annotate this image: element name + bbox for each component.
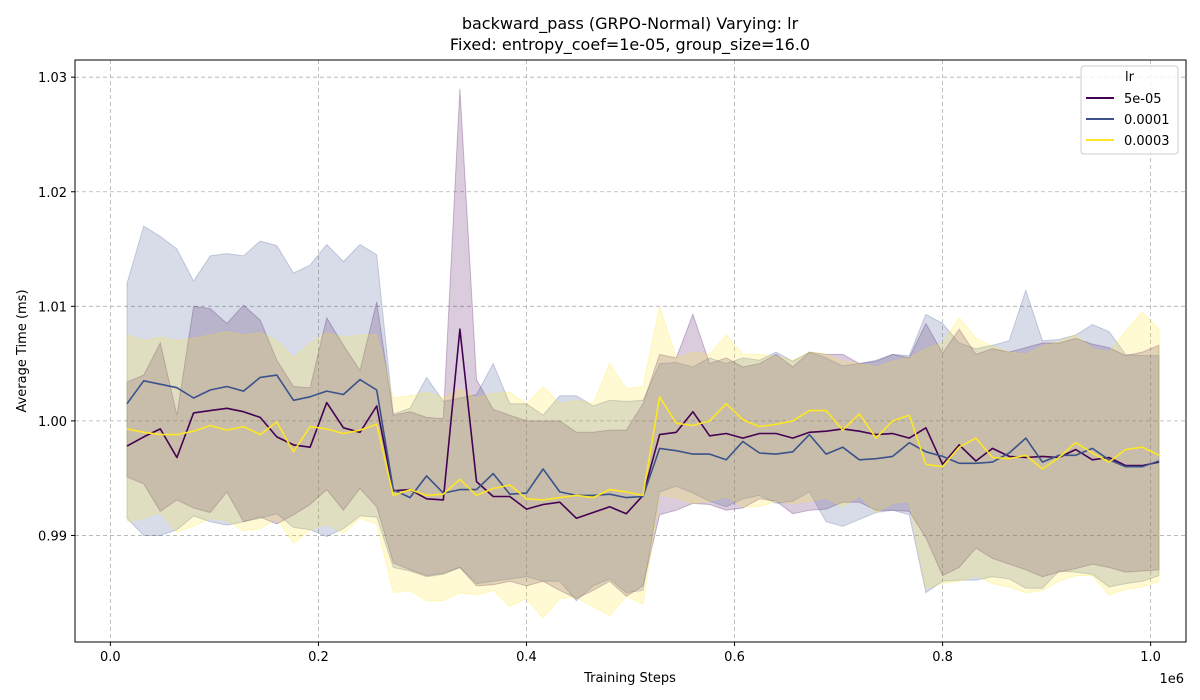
legend-label-1: 0.0001 — [1124, 113, 1170, 128]
x-axis-offset-label: 1e6 — [1159, 672, 1184, 687]
legend-label-0: 5e-05 — [1124, 92, 1162, 107]
y-axis-ticks: 0.99 1.00 1.01 1.02 1.03 — [38, 71, 75, 544]
series-lines — [126, 328, 1160, 520]
y-axis-label: Average Time (ms) — [15, 289, 30, 412]
y-tick-label: 0.99 — [38, 529, 67, 544]
x-axis-ticks: 0.0 0.2 0.4 0.6 0.8 1.0 — [100, 642, 1161, 665]
y-tick-label: 1.02 — [38, 186, 67, 201]
x-tick-label: 1.0 — [1140, 650, 1161, 665]
chart-subtitle: Fixed: entropy_coef=1e-05, group_size=16… — [450, 35, 810, 55]
x-tick-label: 0.4 — [516, 650, 537, 665]
band-series-0 — [126, 88, 1160, 600]
x-axis-label: Training Steps — [583, 671, 676, 686]
legend-title: lr — [1125, 70, 1135, 85]
band-series-2 — [126, 304, 1160, 619]
legend-label-2: 0.0003 — [1124, 134, 1170, 149]
plot-frame — [74, 59, 1187, 643]
chart-title: backward_pass (GRPO-Normal) Varying: lr — [462, 14, 799, 34]
x-tick-label: 0.0 — [100, 650, 121, 665]
legend-box — [1080, 65, 1179, 155]
confidence-bands — [126, 88, 1160, 619]
band-series-1 — [126, 225, 1160, 602]
grid-lines — [75, 60, 1186, 642]
line-series-2 — [126, 395, 1160, 501]
x-tick-label: 0.2 — [308, 650, 329, 665]
x-tick-label: 0.6 — [724, 650, 745, 665]
legend: lr 5e-05 0.0001 0.0003 — [1080, 65, 1179, 155]
y-tick-label: 1.00 — [38, 415, 67, 430]
line-series-1 — [126, 374, 1160, 499]
y-tick-label: 1.01 — [38, 300, 67, 315]
x-tick-label: 0.8 — [932, 650, 953, 665]
y-tick-label: 1.03 — [38, 71, 67, 86]
